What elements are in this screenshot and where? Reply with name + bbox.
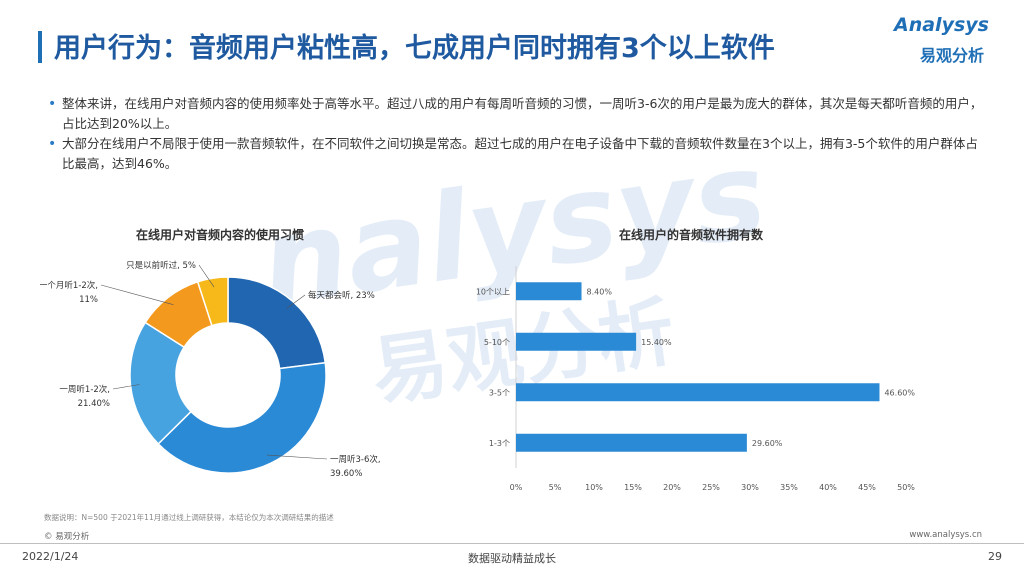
bullet-text: 大部分在线用户不局限于使用一款音频软件，在不同软件之间切换是常态。超过七成的用户… xyxy=(62,136,978,171)
category-label: 10个以上 xyxy=(476,287,510,296)
donut-leader-line xyxy=(266,454,328,460)
footer-slogan: 数据驱动精益成长 xyxy=(468,552,556,565)
title-accent-bar xyxy=(38,31,42,63)
bullet-item: • 大部分在线用户不局限于使用一款音频软件，在不同软件之间切换是常态。超过七成的… xyxy=(48,134,988,174)
donut-data-label: 每天都会听, 23% xyxy=(308,290,375,301)
app-count-bar-chart: 10个以上 8.40% 5-10个 15.40% 3-5个 46.60% 1-3个 29.60… xyxy=(476,266,915,492)
x-tick-label: 20% xyxy=(663,483,681,492)
bar xyxy=(516,282,582,301)
bar-value-label: 8.40% xyxy=(587,287,613,296)
category-label: 5-10个 xyxy=(484,338,510,347)
donut-data-label: 只是以前听过, 5% xyxy=(126,260,196,271)
bar-value-label: 46.60% xyxy=(884,388,915,397)
donut-data-label: 一周听1-2次, 21.40% xyxy=(59,384,110,409)
page-title: 用户行为：音频用户粘性高，七成用户同时拥有3个以上软件 xyxy=(54,33,775,64)
x-tick-label: 30% xyxy=(741,483,759,492)
summary-bullets: • 整体来讲，在线用户对音频内容的使用频率处于高等水平。超过八成的用户有每周听音… xyxy=(48,94,988,174)
bar-value-label: 29.60% xyxy=(752,439,783,448)
analysys-logo: Analysys 易观分析 xyxy=(890,14,1010,70)
donut-chart-title: 在线用户对音频内容的使用习惯 xyxy=(136,228,305,242)
category-label: 3-5个 xyxy=(489,388,510,397)
x-tick-label: 0% xyxy=(510,483,523,492)
data-note: 数据说明：N=500 于2021年11月通过线上调研获得，本结论仅为本次调研结果… xyxy=(44,513,334,522)
bar-value-label: 15.40% xyxy=(641,338,672,347)
bullet-dot-icon: • xyxy=(48,96,57,112)
x-tick-label: 5% xyxy=(549,483,562,492)
footer-divider xyxy=(0,543,1024,544)
bar-chart-title: 在线用户的音频软件拥有数 xyxy=(619,228,764,242)
donut-slice xyxy=(196,276,229,327)
x-tick-label: 15% xyxy=(624,483,642,492)
donut-leader-line xyxy=(286,294,306,309)
bar xyxy=(516,433,747,452)
bullet-dot-icon: • xyxy=(48,136,57,152)
x-tick-label: 40% xyxy=(819,483,837,492)
donut-leader-line xyxy=(112,384,140,390)
page-number: 29 xyxy=(988,550,1002,563)
category-label: 1-3个 xyxy=(489,439,510,448)
website-link[interactable]: www.analysys.cn xyxy=(909,530,982,540)
logo-chinese-name: 易观分析 xyxy=(920,46,985,65)
x-tick-label: 35% xyxy=(780,483,798,492)
donut-slice xyxy=(157,361,327,474)
report-date: 2022/1/24 xyxy=(22,550,79,563)
x-tick-label: 50% xyxy=(897,483,915,492)
donut-leader-line xyxy=(198,264,215,288)
bar xyxy=(516,332,637,351)
donut-leader-line xyxy=(100,284,174,305)
usage-habit-donut-chart: 每天都会听, 23% 一周听3-6次, 39.60% 一周听1-2次, 21.40% 一个… xyxy=(40,260,381,479)
x-tick-label: 45% xyxy=(858,483,876,492)
copyright: © 易观分析 xyxy=(44,532,90,542)
bullet-text: 整体来讲，在线用户对音频内容的使用频率处于高等水平。超过八成的用户有每周听音频的… xyxy=(62,96,983,131)
x-tick-label: 10% xyxy=(585,483,603,492)
donut-slice xyxy=(227,276,327,370)
logo-wordmark: Analysys xyxy=(894,14,989,36)
bar xyxy=(516,383,880,402)
bullet-item: • 整体来讲，在线用户对音频内容的使用频率处于高等水平。超过八成的用户有每周听音… xyxy=(48,94,988,134)
x-tick-label: 25% xyxy=(702,483,720,492)
donut-data-label: 一个月听1-2次, 11% xyxy=(40,280,98,305)
donut-data-label: 一周听3-6次, 39.60% xyxy=(330,454,381,479)
